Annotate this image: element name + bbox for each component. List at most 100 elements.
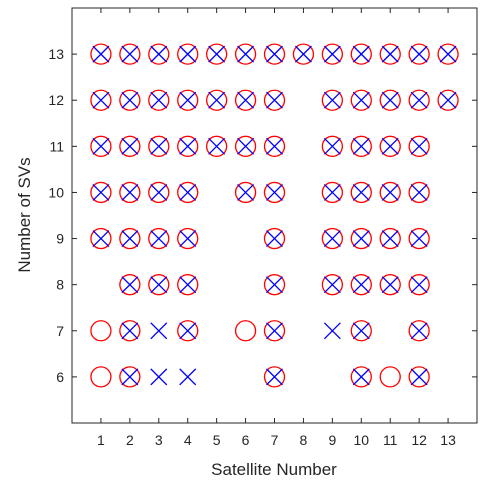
- x-marker: [381, 276, 399, 294]
- circle-marker: [408, 43, 430, 65]
- circle-marker: [321, 135, 344, 157]
- x-marker: [92, 183, 110, 201]
- chart-marks: [90, 43, 459, 388]
- circle-marker: [408, 366, 430, 388]
- circle-marker: [263, 366, 286, 388]
- x-marker: [352, 276, 370, 294]
- circle-marker: [205, 89, 228, 111]
- circle-marker: [205, 43, 228, 65]
- circle-marker: [350, 366, 372, 388]
- y-tick-label: 12: [48, 92, 64, 108]
- x-marker: [179, 45, 197, 63]
- x-marker: [352, 230, 370, 248]
- circle-marker: [350, 320, 372, 342]
- circle-marker: [234, 181, 257, 204]
- x-marker: [179, 230, 197, 248]
- x-tick-label: 7: [271, 432, 279, 448]
- circle-marker: [379, 181, 401, 204]
- x-marker: [121, 230, 139, 248]
- x-marker: [294, 45, 312, 63]
- x-marker: [179, 137, 197, 155]
- x-marker: [410, 230, 428, 248]
- x-marker: [266, 368, 283, 386]
- x-marker: [179, 322, 197, 340]
- circle-marker: [119, 181, 141, 204]
- circle-marker: [177, 43, 199, 65]
- x-marker: [208, 91, 226, 109]
- y-tick-label: 6: [56, 369, 64, 385]
- x-marker: [237, 45, 255, 63]
- circle-marker: [148, 43, 170, 65]
- y-axis-label: Number of SVs: [15, 157, 34, 272]
- x-marker: [179, 91, 197, 109]
- circle-marker: [234, 89, 257, 111]
- x-marker: [208, 137, 226, 155]
- x-tick-label: 9: [328, 432, 336, 448]
- circle-marker: [90, 181, 112, 204]
- circle-marker: [408, 181, 430, 204]
- circle-marker: [408, 89, 430, 111]
- x-marker: [266, 91, 283, 109]
- circle-marker: [379, 89, 401, 111]
- circle-marker: [205, 135, 228, 157]
- circle-marker: [119, 320, 141, 342]
- x-tick-label: 1: [97, 432, 105, 448]
- circle-marker: [177, 274, 199, 296]
- circle-marker: [350, 43, 372, 65]
- y-tick-label: 9: [56, 231, 64, 247]
- x-marker: [266, 230, 283, 248]
- x-marker: [352, 137, 370, 155]
- x-marker: [150, 230, 168, 248]
- x-marker: [266, 183, 283, 201]
- x-marker: [410, 368, 428, 386]
- circle-marker: [292, 43, 315, 65]
- circle-marker: [234, 135, 257, 157]
- circle-marker: [234, 320, 257, 342]
- circle-marker: [119, 274, 141, 296]
- y-tick-label: 10: [48, 184, 64, 200]
- circle-marker: [379, 366, 401, 388]
- x-marker: [381, 45, 399, 63]
- x-marker: [410, 137, 428, 155]
- circle-marker: [177, 227, 199, 250]
- x-tick-label: 5: [213, 432, 221, 448]
- circle-marker: [379, 43, 401, 65]
- circle-marker: [119, 227, 141, 250]
- x-marker: [410, 45, 428, 63]
- x-marker: [150, 183, 168, 201]
- circle-marker: [177, 320, 199, 342]
- circle-marker: [263, 181, 286, 204]
- x-marker: [352, 91, 370, 109]
- x-marker: [150, 45, 168, 63]
- x-marker: [179, 183, 197, 201]
- circle-marker: [148, 89, 170, 111]
- circle-marker: [350, 274, 372, 296]
- x-marker: [381, 230, 399, 248]
- circle-marker: [90, 366, 112, 388]
- circle-marker: [263, 227, 286, 250]
- circle-marker: [350, 181, 372, 204]
- x-marker: [381, 137, 399, 155]
- y-tick-label: 11: [49, 138, 64, 154]
- x-marker: [323, 276, 341, 294]
- circle-marker: [350, 227, 372, 250]
- circle-marker: [437, 89, 459, 111]
- x-tick-label: 8: [300, 432, 308, 448]
- circle-marker: [379, 227, 401, 250]
- x-marker: [381, 91, 399, 109]
- x-marker: [266, 137, 283, 155]
- circle-marker: [408, 227, 430, 250]
- circle-marker: [408, 274, 430, 296]
- circle-marker: [119, 366, 141, 388]
- x-tick-label: 4: [184, 432, 192, 448]
- plot-area: [72, 8, 477, 423]
- x-tick-label: 12: [411, 432, 427, 448]
- x-tick-label: 2: [126, 432, 134, 448]
- circle-marker: [321, 274, 344, 296]
- x-marker: [323, 91, 341, 109]
- x-marker: [92, 91, 110, 109]
- x-marker: [323, 230, 341, 248]
- circle-marker: [263, 274, 286, 296]
- x-marker: [323, 183, 341, 201]
